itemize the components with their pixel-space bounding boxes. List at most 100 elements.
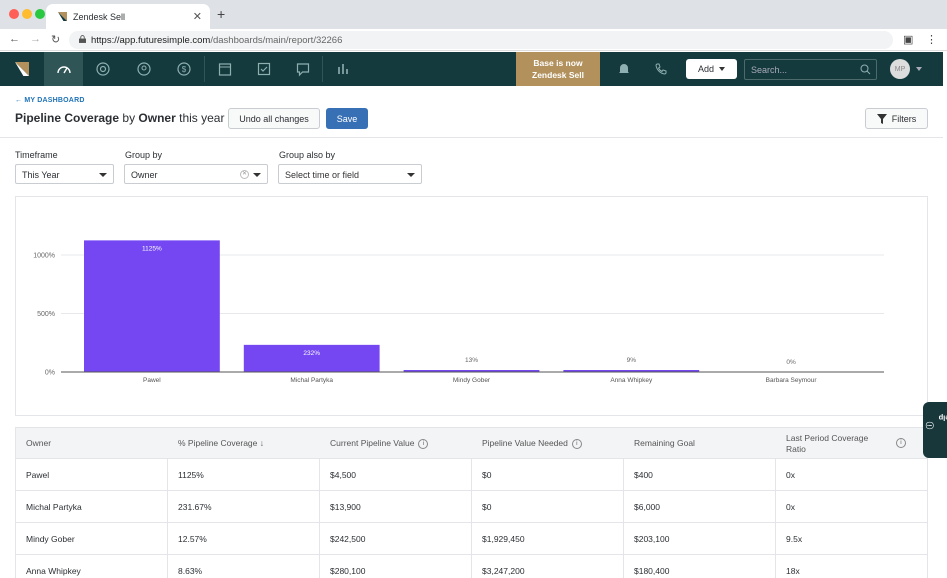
- report-header: ← MY DASHBOARD Pipeline Coverage by Owne…: [0, 86, 943, 138]
- nav-reports-bars-icon[interactable]: [323, 52, 362, 86]
- column-header-label: Owner: [26, 438, 52, 448]
- column-header-current-pipeline-value[interactable]: Current Pipeline Value i: [330, 428, 429, 459]
- column-header-pipeline-coverage[interactable]: % Pipeline Coverage ↓: [178, 428, 264, 459]
- browser-tab[interactable]: Zendesk Sell ✕: [46, 4, 210, 29]
- clear-icon[interactable]: ✕: [240, 170, 249, 179]
- back-arrow-icon[interactable]: ←: [9, 33, 20, 45]
- zendesk-sell-logo[interactable]: [0, 52, 44, 86]
- window-minimize-dot[interactable]: [22, 9, 32, 19]
- title-period: this year: [179, 111, 225, 125]
- group-by-select[interactable]: Owner ✕: [124, 164, 268, 184]
- nav-separator: [322, 56, 323, 82]
- notifications-bell-icon[interactable]: [604, 52, 643, 86]
- table-cell: 12.57%: [168, 523, 320, 554]
- x-category-label: Mindy Gober: [453, 377, 491, 384]
- table-cell: Michal Partyka: [16, 491, 168, 522]
- column-header-label: Last Period Coverage Ratio: [786, 432, 869, 454]
- url-field[interactable]: https://app.futuresimple.com/dashboards/…: [69, 31, 893, 49]
- bar-value-label: 0%: [786, 359, 796, 366]
- promo-line-1: Base is now: [533, 58, 583, 68]
- reload-icon[interactable]: ↻: [51, 34, 61, 46]
- address-bar-row: ← → ↻ https://app.futuresimple.com/dashb…: [0, 29, 947, 51]
- global-search-input[interactable]: Search...: [744, 59, 877, 80]
- column-header-last-period-coverage-ratio[interactable]: Last Period Coverage Ratio: [786, 428, 876, 459]
- user-avatar[interactable]: MP: [890, 59, 910, 79]
- promo-banner[interactable]: Base is now Zendesk Sell: [516, 52, 600, 86]
- chart-bar: [84, 240, 220, 372]
- browser-menu-icon[interactable]: ⋮: [926, 34, 937, 46]
- table-row[interactable]: Pawel 1125% $4,500 $0 $400 0x: [16, 459, 927, 491]
- undo-all-changes-button[interactable]: Undo all changes: [228, 108, 320, 129]
- column-header-pipeline-value-needed[interactable]: Pipeline Value Needed i: [482, 428, 582, 459]
- table-cell: 231.67%: [168, 491, 320, 522]
- forward-arrow-icon[interactable]: →: [30, 33, 41, 45]
- bar-value-label: 232%: [303, 350, 320, 357]
- group-also-by-label: Group also by: [279, 150, 336, 160]
- save-button[interactable]: Save: [326, 108, 368, 129]
- table-cell: 0x: [786, 469, 795, 480]
- timeframe-select[interactable]: This Year: [15, 164, 114, 184]
- add-button-label: Add: [697, 64, 714, 74]
- avatar-chevron-down-icon[interactable]: [916, 67, 922, 71]
- x-category-label: Pawel: [143, 377, 161, 384]
- browser-tab-strip: Zendesk Sell ✕ +: [0, 0, 947, 29]
- filter-funnel-icon: [876, 113, 887, 124]
- chevron-down-icon: [253, 173, 261, 177]
- table-row[interactable]: Michal Partyka 231.67% $13,900 $0 $6,000 0x: [16, 491, 927, 523]
- y-tick-label: 1000%: [33, 253, 55, 260]
- nav-dashboard-gauge-icon[interactable]: [44, 52, 83, 86]
- column-header-remaining-goal[interactable]: Remaining Goal: [634, 428, 695, 459]
- bar-value-label: 1125%: [142, 245, 162, 252]
- phone-icon[interactable]: [641, 52, 680, 86]
- profile-contact-icon[interactable]: ▣: [903, 34, 914, 46]
- filters-button[interactable]: Filters: [865, 108, 928, 129]
- add-button[interactable]: Add: [686, 59, 737, 79]
- tab-close-icon[interactable]: ✕: [192, 11, 202, 23]
- info-icon[interactable]: i: [896, 438, 906, 448]
- timeframe-label: Timeframe: [15, 150, 58, 160]
- info-icon[interactable]: i: [571, 438, 582, 449]
- group-by-value: Owner: [131, 170, 158, 180]
- table-cell: 0x: [786, 501, 795, 512]
- column-header-owner[interactable]: Owner: [26, 428, 51, 459]
- table-cell: $203,100: [624, 523, 776, 554]
- x-category-label: Barbara Seymour: [766, 377, 818, 384]
- zendesk-favicon-icon: [58, 12, 67, 21]
- title-group: Owner: [138, 111, 176, 125]
- nav-contacts-icon[interactable]: [124, 52, 163, 86]
- app-top-bar: $ Base is now Zendesk Sell Add Search...…: [0, 52, 943, 86]
- url-path: /dashboards/main/report/32266: [210, 34, 343, 46]
- nav-communication-icon[interactable]: [283, 52, 322, 86]
- table-row[interactable]: Anna Whipkey 8.63% $280,100 $3,247,200 $180,…: [16, 555, 927, 578]
- x-category-label: Michal Partyka: [290, 377, 333, 384]
- filters-button-label: Filters: [891, 113, 917, 124]
- chevron-down-icon: [407, 173, 415, 177]
- help-text: Help: [938, 413, 947, 423]
- info-icon[interactable]: i: [418, 438, 429, 449]
- promo-line-2: Zendesk Sell: [532, 70, 584, 80]
- nav-calendar-icon[interactable]: [205, 52, 244, 86]
- help-label: Help ⓘ: [924, 414, 947, 430]
- table-cell: 9.5x: [786, 533, 803, 544]
- zendesk-logo-icon: [15, 62, 29, 76]
- group-also-by-value: Select time or field: [285, 170, 360, 180]
- chevron-down-icon: [719, 67, 725, 71]
- help-tab[interactable]: Help ⓘ: [923, 402, 947, 458]
- window-close-dot[interactable]: [9, 9, 19, 19]
- column-header-label: Pipeline Value Needed: [482, 438, 568, 448]
- group-also-by-select[interactable]: Select time or field: [278, 164, 422, 184]
- nav-leads-icon[interactable]: [83, 52, 122, 86]
- nav-deals-dollar-icon[interactable]: $: [164, 52, 203, 86]
- table-cell: $3,247,200: [472, 555, 624, 578]
- new-tab-icon[interactable]: +: [217, 6, 226, 22]
- table-cell: $1,929,450: [472, 523, 624, 554]
- chart-bar: [403, 370, 540, 372]
- table-cell: Pawel: [16, 459, 168, 490]
- table-cell: 8.63%: [168, 555, 320, 578]
- window-maximize-dot[interactable]: [35, 9, 45, 19]
- table-cell: $0: [472, 491, 624, 522]
- table-row[interactable]: Mindy Gober 12.57% $242,500 $1,929,450 $203,…: [16, 523, 927, 555]
- nav-tasks-checkbox-icon[interactable]: [244, 52, 283, 86]
- table-cell: Anna Whipkey: [16, 555, 168, 578]
- back-to-dashboard-link[interactable]: ← MY DASHBOARD: [15, 97, 85, 104]
